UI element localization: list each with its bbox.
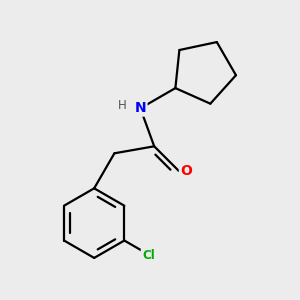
Text: H: H — [118, 99, 127, 112]
Text: O: O — [180, 164, 192, 178]
Text: Cl: Cl — [142, 250, 155, 262]
Text: N: N — [135, 101, 146, 115]
